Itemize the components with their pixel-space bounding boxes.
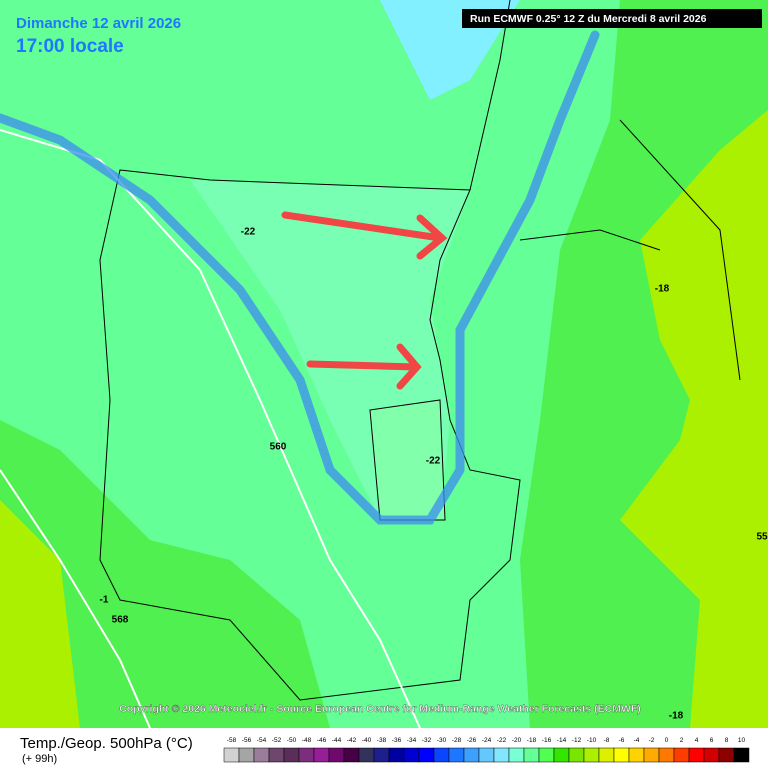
scale-cell [703, 747, 720, 763]
scale-label: -6 [619, 737, 625, 744]
run: Run ECMWF 0.25° 12 Z du Mercredi 8 avril… [470, 13, 707, 25]
scale-label: -2 [649, 737, 655, 744]
scale-cell [283, 747, 300, 763]
map: -22 -22 -18 -18 560 568 55 -1 Dimanche 12 avril… [0, 0, 768, 728]
scale-label: 6 [710, 737, 714, 744]
field-warm [620, 110, 768, 728]
contour-label: 55 [756, 532, 768, 543]
contour-label: -18 [655, 284, 670, 295]
scale-cell [538, 747, 555, 763]
scale-label: 10 [738, 737, 746, 744]
scale-cell [598, 747, 615, 763]
scale-cell [418, 747, 435, 763]
scale-label: 2 [680, 737, 684, 744]
contour-label: -22 [241, 227, 256, 238]
scale-label: -12 [572, 737, 582, 744]
scale-cell [313, 747, 330, 763]
scale-label: -34 [407, 737, 417, 744]
scale-label: -18 [527, 737, 537, 744]
scale-cell [478, 747, 495, 763]
scale-cell [403, 747, 420, 763]
field-core-south [369, 399, 446, 521]
scale-cell [298, 747, 315, 763]
contour-label: -1 [100, 595, 109, 606]
isohypse [0, 129, 421, 728]
scale-cell [223, 747, 240, 763]
scale-label: -42 [347, 737, 357, 744]
scale-label: -46 [317, 737, 327, 744]
scale-label: -24 [482, 737, 492, 744]
contour-label: 568 [112, 615, 129, 626]
scale-label: -10 [587, 737, 597, 744]
contour-label: -22 [426, 456, 441, 467]
time: 17:00 locale [16, 36, 124, 57]
scale-cell [523, 747, 540, 763]
scale-label: -28 [452, 737, 462, 744]
color-scale: -58 -56 -54 -52 -50 -48 -46 -44 -42 -40 -38 -36 -34-… [223, 737, 750, 763]
scale-label: -20 [512, 737, 522, 744]
scale-cell [253, 747, 270, 763]
scale-label: 4 [695, 737, 699, 744]
contour-label: 560 [270, 442, 287, 453]
scale-cell [643, 747, 660, 763]
scale-cell [508, 747, 525, 763]
scale-cell [733, 747, 750, 763]
scale-cell [658, 747, 675, 763]
trough-axis [0, 30, 600, 525]
scale-cell [628, 747, 645, 763]
scale-label: -58 [227, 737, 237, 744]
scale-cell [373, 747, 390, 763]
scale-cell [358, 747, 375, 763]
scale-cell [433, 747, 450, 763]
contour-labels: -22 -22 -18 -18 560 568 55 -1 [100, 227, 768, 722]
scale-label: -14 [557, 737, 567, 744]
flow-arrows [281, 211, 448, 390]
scale-label: -26 [467, 737, 477, 744]
scale-cell [238, 747, 255, 763]
scale-label: -4 [634, 737, 640, 744]
scale-cell [388, 747, 405, 763]
scale-cell [328, 747, 345, 763]
scale-label: -48 [302, 737, 312, 744]
scale-label: -8 [604, 737, 610, 744]
coastline [99, 169, 521, 701]
scale-cell [583, 747, 600, 763]
scale-label: -54 [257, 737, 267, 744]
footer-title: Temp./Geop. 500hPa (°C) [20, 735, 193, 752]
contour-label: -18 [669, 711, 684, 722]
field-warm-west [0, 500, 80, 728]
copyright: Copyright © 2026 Meteociel.fr - Source E… [119, 703, 641, 715]
scale-cell [553, 747, 570, 763]
scale-cell [448, 747, 465, 763]
scale-cell [688, 747, 705, 763]
scale-cell [343, 747, 360, 763]
run-box [462, 9, 762, 28]
footer: Temp./Geop. 500hPa (°C) (+ 99h) -58 -56 -5… [20, 735, 750, 765]
scale-cell [493, 747, 510, 763]
scale-label: 8 [725, 737, 729, 744]
scale-cell [613, 747, 630, 763]
scale-label: -16 [542, 737, 552, 744]
scale-cell [463, 747, 480, 763]
scale-label: -52 [272, 737, 282, 744]
scale-label: 0 [665, 737, 669, 744]
scale-label: -30 [437, 737, 447, 744]
scale-label: -44 [332, 737, 342, 744]
scale-label: -38 [377, 737, 387, 744]
scale-label: -32 [422, 737, 432, 744]
scale-label: -56 [242, 737, 252, 744]
scale-label: -36 [392, 737, 402, 744]
scale-label: -50 [287, 737, 297, 744]
scale-cell [718, 747, 735, 763]
scale-label: -22 [497, 737, 507, 744]
scale-cell [568, 747, 585, 763]
footer-lead: (+ 99h) [22, 753, 57, 765]
scale-label: -40 [362, 737, 372, 744]
scale-cell [268, 747, 285, 763]
date: Dimanche 12 avril 2026 [16, 15, 181, 32]
scale-cell [673, 747, 690, 763]
